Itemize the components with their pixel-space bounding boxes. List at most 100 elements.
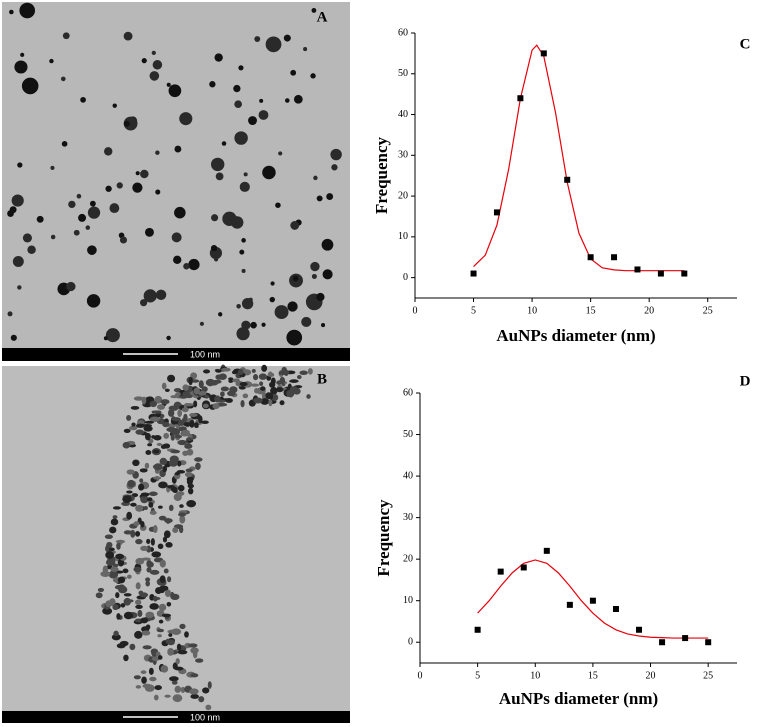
y-tick-label: 40 bbox=[398, 109, 408, 120]
particle bbox=[179, 112, 193, 126]
particle bbox=[139, 468, 148, 473]
particle bbox=[140, 617, 149, 624]
particle bbox=[103, 336, 108, 341]
particle bbox=[141, 396, 147, 405]
particle bbox=[153, 435, 162, 441]
particle bbox=[12, 255, 24, 267]
y-axis-label: Frequency bbox=[374, 499, 393, 577]
particle bbox=[241, 268, 246, 273]
particle bbox=[279, 400, 285, 406]
particle bbox=[175, 658, 180, 665]
particle bbox=[157, 634, 162, 638]
particle bbox=[170, 395, 179, 399]
particle bbox=[148, 667, 154, 676]
x-axis-label: AuNPs diameter (nm) bbox=[496, 326, 655, 345]
particle bbox=[188, 258, 200, 271]
particle bbox=[182, 384, 189, 391]
particle bbox=[122, 495, 132, 504]
particle bbox=[228, 379, 234, 383]
y-tick-label: 50 bbox=[398, 68, 408, 79]
particle bbox=[171, 680, 178, 685]
particle bbox=[66, 281, 76, 292]
particle bbox=[122, 441, 131, 449]
tem-image: 100 nm A bbox=[2, 2, 350, 361]
particle bbox=[168, 459, 178, 467]
particle bbox=[181, 417, 187, 423]
particle bbox=[227, 390, 236, 397]
panel-label: B bbox=[317, 371, 327, 387]
particle bbox=[133, 396, 144, 401]
particle bbox=[250, 321, 257, 329]
point bbox=[657, 270, 664, 277]
particle bbox=[135, 504, 144, 512]
particle bbox=[237, 368, 244, 376]
particle bbox=[105, 559, 116, 566]
particle bbox=[221, 141, 227, 146]
particle bbox=[283, 34, 291, 42]
particle bbox=[140, 169, 149, 179]
point bbox=[681, 270, 688, 277]
particle bbox=[10, 334, 17, 341]
particle bbox=[215, 369, 222, 373]
particle bbox=[205, 704, 212, 711]
point bbox=[517, 95, 524, 102]
particle bbox=[9, 206, 17, 214]
particle bbox=[269, 393, 274, 400]
particle bbox=[156, 404, 166, 410]
particle bbox=[140, 495, 149, 504]
particle bbox=[177, 409, 183, 417]
particle bbox=[174, 145, 182, 153]
particle bbox=[106, 541, 113, 549]
chart-title: C bbox=[740, 36, 751, 52]
particle bbox=[188, 377, 193, 386]
particle bbox=[36, 215, 44, 223]
particle bbox=[269, 296, 275, 303]
particle bbox=[144, 462, 150, 469]
particle bbox=[184, 631, 189, 638]
particle bbox=[172, 488, 178, 493]
particle bbox=[145, 577, 151, 582]
particle bbox=[158, 515, 167, 521]
fit-curve bbox=[477, 559, 709, 639]
particle bbox=[162, 465, 168, 473]
particle bbox=[183, 403, 194, 407]
particle bbox=[250, 383, 260, 387]
particle bbox=[135, 685, 142, 689]
particle bbox=[232, 378, 240, 383]
particle bbox=[190, 673, 199, 678]
particle bbox=[145, 611, 155, 619]
point bbox=[470, 270, 477, 277]
particle bbox=[141, 557, 151, 561]
particle bbox=[143, 425, 153, 432]
point bbox=[543, 547, 550, 554]
particle bbox=[311, 8, 317, 13]
point bbox=[564, 176, 571, 183]
particle bbox=[120, 603, 126, 608]
particle bbox=[310, 261, 320, 272]
particle bbox=[149, 569, 160, 575]
particle bbox=[167, 648, 174, 656]
particle bbox=[155, 189, 161, 195]
particle bbox=[293, 94, 303, 104]
particle bbox=[162, 421, 170, 428]
particle bbox=[179, 515, 186, 524]
particle bbox=[260, 386, 266, 391]
particle bbox=[174, 434, 183, 439]
point bbox=[474, 626, 481, 633]
particle bbox=[155, 651, 161, 657]
particle bbox=[112, 103, 117, 108]
point bbox=[589, 597, 596, 604]
point bbox=[634, 266, 641, 273]
particle bbox=[166, 601, 172, 607]
particle bbox=[123, 530, 133, 535]
particle bbox=[115, 592, 120, 599]
particle bbox=[330, 148, 342, 161]
particle bbox=[144, 432, 151, 441]
point bbox=[682, 635, 689, 642]
particle bbox=[251, 368, 256, 374]
x-tick-label: 20 bbox=[646, 670, 656, 681]
particle bbox=[220, 386, 229, 392]
point bbox=[659, 639, 666, 646]
particle bbox=[174, 685, 182, 693]
y-tick-label: 40 bbox=[403, 470, 413, 481]
